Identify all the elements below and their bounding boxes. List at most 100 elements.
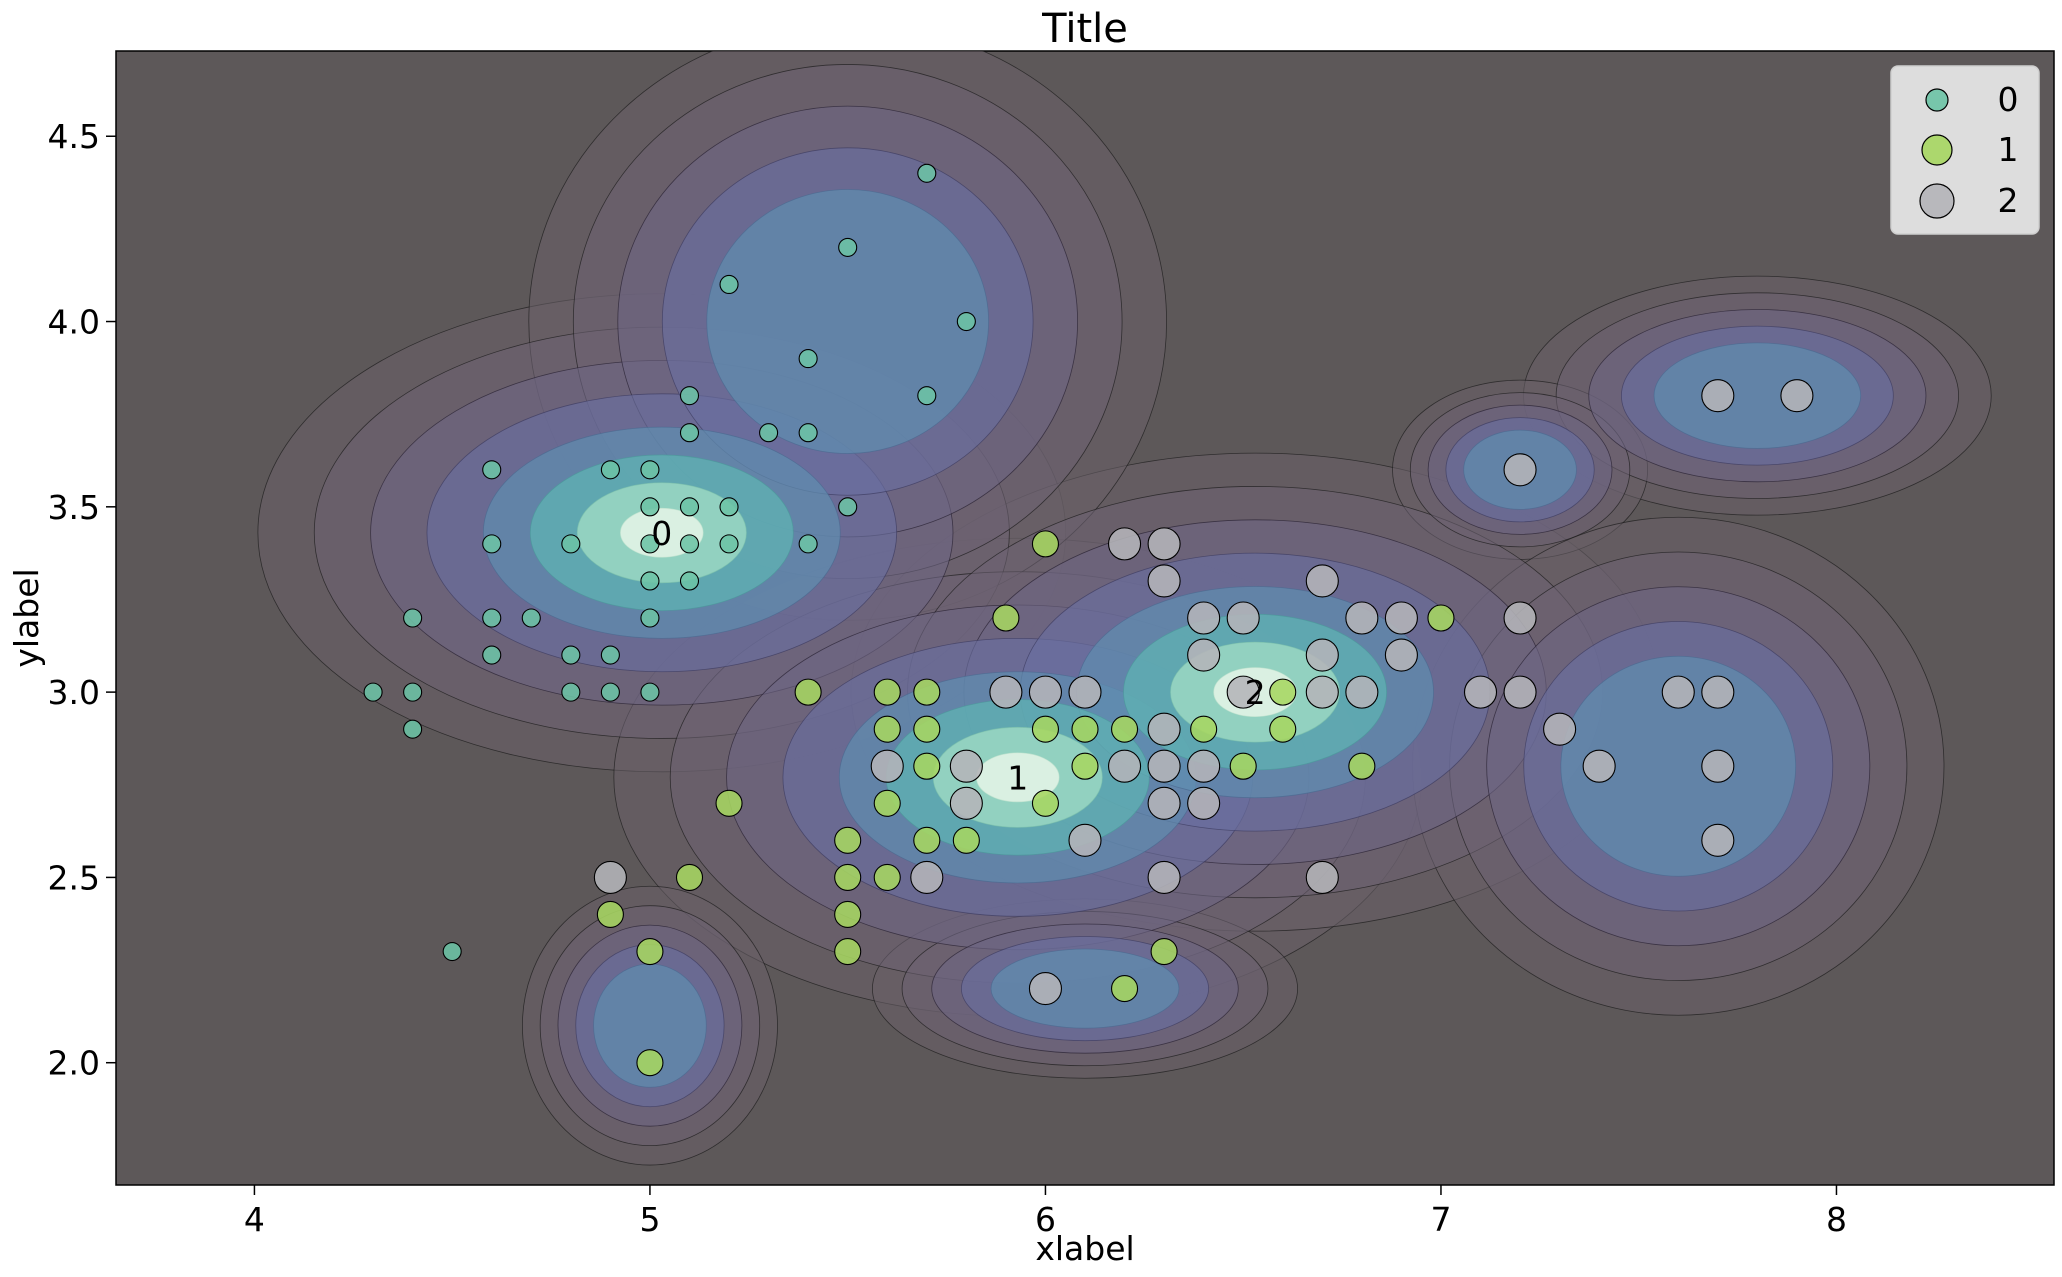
point-series-1-17 xyxy=(1348,752,1376,780)
centroid-label-0: 0 xyxy=(651,514,672,553)
point-series-2-43 xyxy=(1028,972,1062,1006)
point-series-2-32 xyxy=(1582,749,1616,783)
point-series-1-10 xyxy=(1071,715,1099,743)
point-series-0-2 xyxy=(719,274,739,295)
point-series-0-5 xyxy=(679,386,700,406)
point-series-1-8 xyxy=(913,715,941,743)
point-series-2-31 xyxy=(1187,749,1221,783)
point-series-2-6 xyxy=(1305,564,1339,598)
point-series-1-2 xyxy=(1427,604,1455,632)
point-series-0-25 xyxy=(403,608,423,628)
point-series-1-4 xyxy=(873,678,901,706)
point-series-2-29 xyxy=(1108,749,1142,783)
x-tick-label: 6 xyxy=(1035,1200,1056,1239)
point-series-0-4 xyxy=(798,349,818,369)
density-blob-4-7 xyxy=(1560,655,1797,877)
point-series-2-20 xyxy=(1345,675,1379,709)
point-series-1-32 xyxy=(1111,975,1139,1003)
point-series-0-14 xyxy=(679,497,700,517)
point-series-0-21 xyxy=(719,534,739,554)
point-series-0-9 xyxy=(798,423,818,443)
point-series-1-19 xyxy=(873,789,901,817)
point-series-1-11 xyxy=(1111,715,1139,743)
y-axis: 2.0 2.5 3.0 3.5 4.0 4.5 xyxy=(48,117,116,1083)
point-series-1-5 xyxy=(913,678,941,706)
point-series-0-18 xyxy=(561,534,581,554)
y-tick-label: 4.5 xyxy=(48,117,100,156)
point-series-2-36 xyxy=(1187,786,1221,820)
centroid-label-1: 1 xyxy=(1007,758,1028,797)
point-series-0-0 xyxy=(917,163,937,183)
point-series-2-4 xyxy=(1147,527,1181,561)
point-series-2-17 xyxy=(1068,675,1102,709)
point-series-2-14 xyxy=(1384,638,1418,672)
density-blob-4-8 xyxy=(706,189,989,454)
point-series-0-24 xyxy=(679,571,700,591)
x-tick-label: 7 xyxy=(1430,1200,1451,1239)
point-series-1-3 xyxy=(794,678,822,706)
point-series-2-39 xyxy=(593,860,627,894)
y-tick-label: 2.5 xyxy=(48,858,100,897)
point-series-2-40 xyxy=(910,860,944,894)
point-series-2-35 xyxy=(1147,786,1181,820)
cluster-centroid-labels: 0 1 2 xyxy=(651,514,1265,798)
x-axis-label: xlabel xyxy=(1035,1229,1134,1268)
legend-label-2: 2 xyxy=(1998,181,2019,220)
point-series-1-28 xyxy=(834,900,862,929)
point-series-0-30 xyxy=(561,645,581,665)
point-series-1-1 xyxy=(992,604,1020,632)
point-series-2-8 xyxy=(1226,601,1260,635)
point-series-2-22 xyxy=(1503,675,1537,709)
y-tick-label: 3.0 xyxy=(48,673,100,712)
point-series-1-23 xyxy=(952,826,980,854)
point-series-2-26 xyxy=(1543,712,1577,746)
point-series-1-16 xyxy=(1229,752,1257,780)
point-series-2-33 xyxy=(1701,749,1735,783)
point-series-2-37 xyxy=(1068,823,1102,857)
series-1 xyxy=(596,530,1455,1077)
point-series-1-30 xyxy=(834,937,862,966)
legend-label-1: 1 xyxy=(1998,130,2019,169)
point-series-2-11 xyxy=(1503,601,1537,635)
point-series-2-2 xyxy=(1503,453,1537,487)
point-series-1-33 xyxy=(636,1049,664,1077)
point-series-2-23 xyxy=(1661,675,1695,709)
point-series-2-30 xyxy=(1147,749,1181,783)
point-series-2-25 xyxy=(1147,712,1181,746)
point-series-2-9 xyxy=(1345,601,1379,635)
point-series-2-21 xyxy=(1463,675,1498,709)
point-series-2-38 xyxy=(1701,823,1735,857)
point-series-1-9 xyxy=(1031,715,1059,743)
point-series-2-1 xyxy=(1780,379,1814,413)
point-series-1-22 xyxy=(913,826,941,854)
point-series-2-19 xyxy=(1305,675,1339,709)
y-tick-label: 3.5 xyxy=(48,488,100,527)
point-series-0-15 xyxy=(719,497,739,517)
point-series-1-0 xyxy=(1031,530,1059,558)
point-series-0-33 xyxy=(403,682,423,702)
x-tick-label: 5 xyxy=(639,1200,660,1239)
point-series-1-13 xyxy=(1269,715,1297,743)
point-series-2-18 xyxy=(1226,675,1260,709)
point-series-1-18 xyxy=(715,789,743,817)
point-series-0-26 xyxy=(482,608,502,628)
point-series-1-26 xyxy=(873,863,901,891)
point-series-0-3 xyxy=(956,311,976,332)
point-series-0-19 xyxy=(640,534,660,554)
point-series-1-20 xyxy=(1031,789,1059,817)
point-series-2-5 xyxy=(1147,564,1181,598)
point-series-0-23 xyxy=(640,571,660,591)
point-series-1-14 xyxy=(913,752,941,780)
point-series-2-7 xyxy=(1187,601,1221,635)
point-series-2-10 xyxy=(1384,601,1418,635)
y-tick-label: 2.0 xyxy=(48,1044,100,1083)
point-series-0-27 xyxy=(521,608,541,628)
x-tick-label: 4 xyxy=(244,1200,265,1239)
point-series-1-12 xyxy=(1190,715,1218,743)
point-series-1-31 xyxy=(1150,937,1178,966)
point-series-0-34 xyxy=(561,682,581,702)
point-series-2-0 xyxy=(1701,379,1735,413)
point-series-1-7 xyxy=(873,715,901,743)
y-tick-label: 4.0 xyxy=(48,303,100,342)
